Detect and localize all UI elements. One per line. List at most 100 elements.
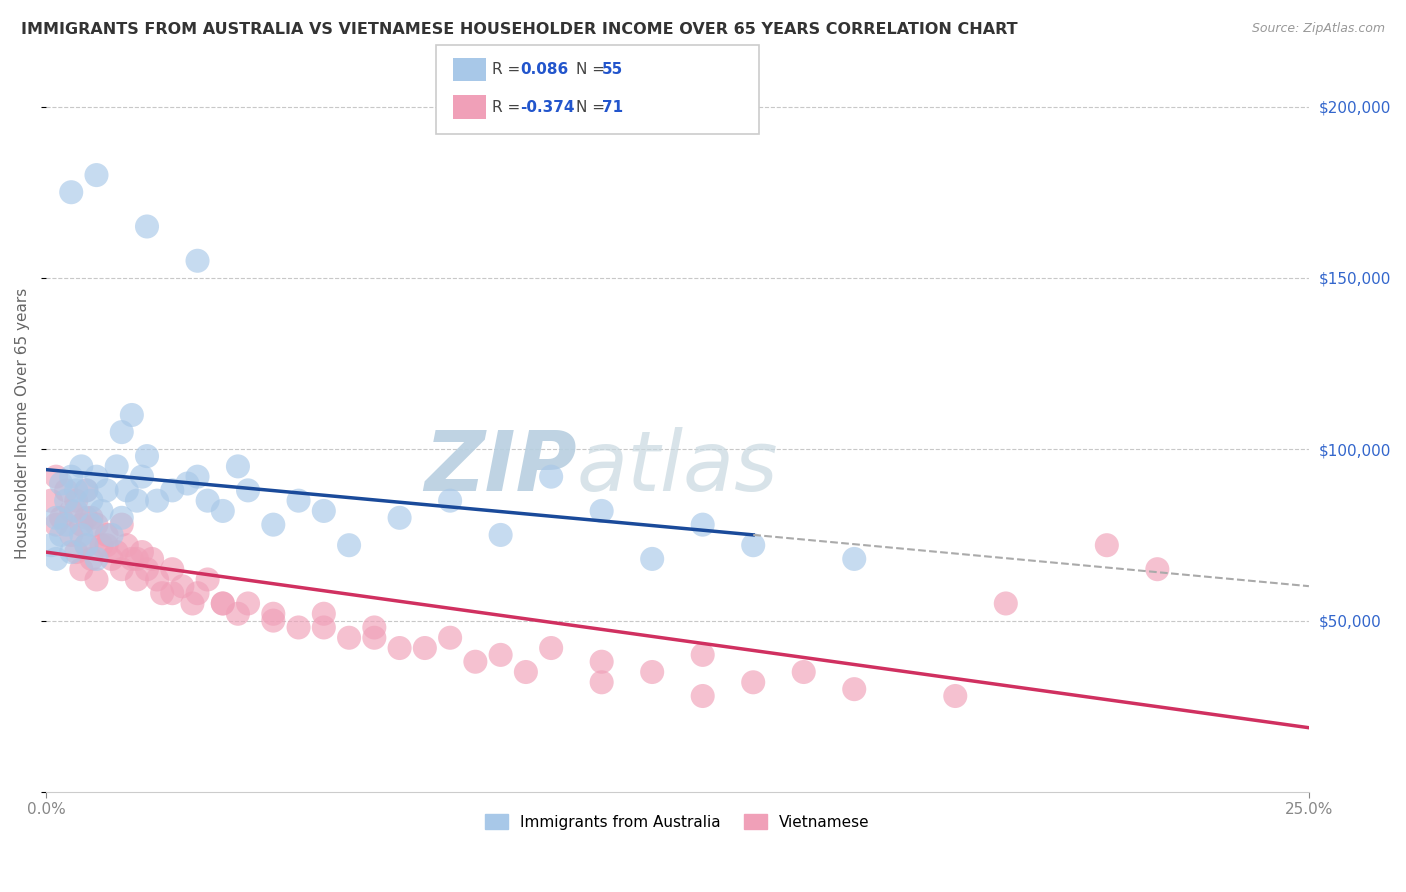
- Point: [439, 631, 461, 645]
- Point: [86, 469, 108, 483]
- Point: [197, 573, 219, 587]
- Point: [692, 689, 714, 703]
- Point: [141, 552, 163, 566]
- Point: [136, 449, 159, 463]
- Point: [45, 552, 67, 566]
- Point: [136, 562, 159, 576]
- Point: [105, 459, 128, 474]
- Text: -0.374: -0.374: [520, 100, 575, 114]
- Point: [943, 689, 966, 703]
- Text: 71: 71: [602, 100, 623, 114]
- Point: [55, 517, 77, 532]
- Point: [742, 538, 765, 552]
- Point: [60, 504, 83, 518]
- Point: [90, 538, 112, 552]
- Y-axis label: Householder Income Over 65 years: Householder Income Over 65 years: [15, 288, 30, 559]
- Point: [96, 483, 118, 498]
- Point: [111, 517, 134, 532]
- Point: [312, 504, 335, 518]
- Point: [121, 408, 143, 422]
- Point: [80, 552, 103, 566]
- Point: [60, 185, 83, 199]
- Point: [49, 528, 72, 542]
- Point: [176, 476, 198, 491]
- Point: [287, 620, 309, 634]
- Point: [60, 469, 83, 483]
- Point: [86, 517, 108, 532]
- Point: [172, 579, 194, 593]
- Point: [1146, 562, 1168, 576]
- Point: [125, 493, 148, 508]
- Point: [146, 493, 169, 508]
- Legend: Immigrants from Australia, Vietnamese: Immigrants from Australia, Vietnamese: [479, 807, 876, 836]
- Point: [80, 510, 103, 524]
- Point: [146, 573, 169, 587]
- Point: [162, 586, 184, 600]
- Point: [70, 528, 93, 542]
- Point: [162, 483, 184, 498]
- Point: [39, 493, 62, 508]
- Point: [60, 528, 83, 542]
- Point: [641, 552, 664, 566]
- Point: [90, 504, 112, 518]
- Point: [844, 682, 866, 697]
- Point: [70, 459, 93, 474]
- Point: [540, 469, 562, 483]
- Point: [105, 545, 128, 559]
- Point: [287, 493, 309, 508]
- Point: [591, 655, 613, 669]
- Point: [181, 597, 204, 611]
- Point: [262, 607, 284, 621]
- Point: [150, 586, 173, 600]
- Point: [45, 510, 67, 524]
- Point: [45, 517, 67, 532]
- Point: [226, 459, 249, 474]
- Point: [464, 655, 486, 669]
- Point: [131, 469, 153, 483]
- Text: IMMIGRANTS FROM AUSTRALIA VS VIETNAMESE HOUSEHOLDER INCOME OVER 65 YEARS CORRELA: IMMIGRANTS FROM AUSTRALIA VS VIETNAMESE …: [21, 22, 1018, 37]
- Point: [121, 552, 143, 566]
- Point: [65, 483, 87, 498]
- Point: [86, 573, 108, 587]
- Point: [186, 253, 208, 268]
- Point: [70, 562, 93, 576]
- Point: [312, 620, 335, 634]
- Point: [994, 597, 1017, 611]
- Point: [591, 504, 613, 518]
- Point: [86, 552, 108, 566]
- Point: [65, 493, 87, 508]
- Point: [388, 640, 411, 655]
- Point: [236, 483, 259, 498]
- Point: [100, 528, 122, 542]
- Point: [80, 493, 103, 508]
- Point: [111, 510, 134, 524]
- Point: [55, 483, 77, 498]
- Point: [115, 538, 138, 552]
- Text: 55: 55: [602, 62, 623, 77]
- Point: [100, 552, 122, 566]
- Point: [211, 504, 233, 518]
- Point: [226, 607, 249, 621]
- Point: [96, 538, 118, 552]
- Point: [439, 493, 461, 508]
- Point: [96, 528, 118, 542]
- Point: [793, 665, 815, 679]
- Point: [186, 586, 208, 600]
- Point: [337, 631, 360, 645]
- Point: [45, 469, 67, 483]
- Point: [262, 614, 284, 628]
- Point: [60, 545, 83, 559]
- Text: ZIP: ZIP: [423, 427, 576, 508]
- Point: [197, 493, 219, 508]
- Point: [591, 675, 613, 690]
- Text: atlas: atlas: [576, 427, 778, 508]
- Point: [125, 552, 148, 566]
- Point: [363, 631, 385, 645]
- Point: [75, 483, 97, 498]
- Point: [641, 665, 664, 679]
- Point: [49, 510, 72, 524]
- Point: [65, 504, 87, 518]
- Point: [489, 528, 512, 542]
- Point: [75, 483, 97, 498]
- Point: [692, 648, 714, 662]
